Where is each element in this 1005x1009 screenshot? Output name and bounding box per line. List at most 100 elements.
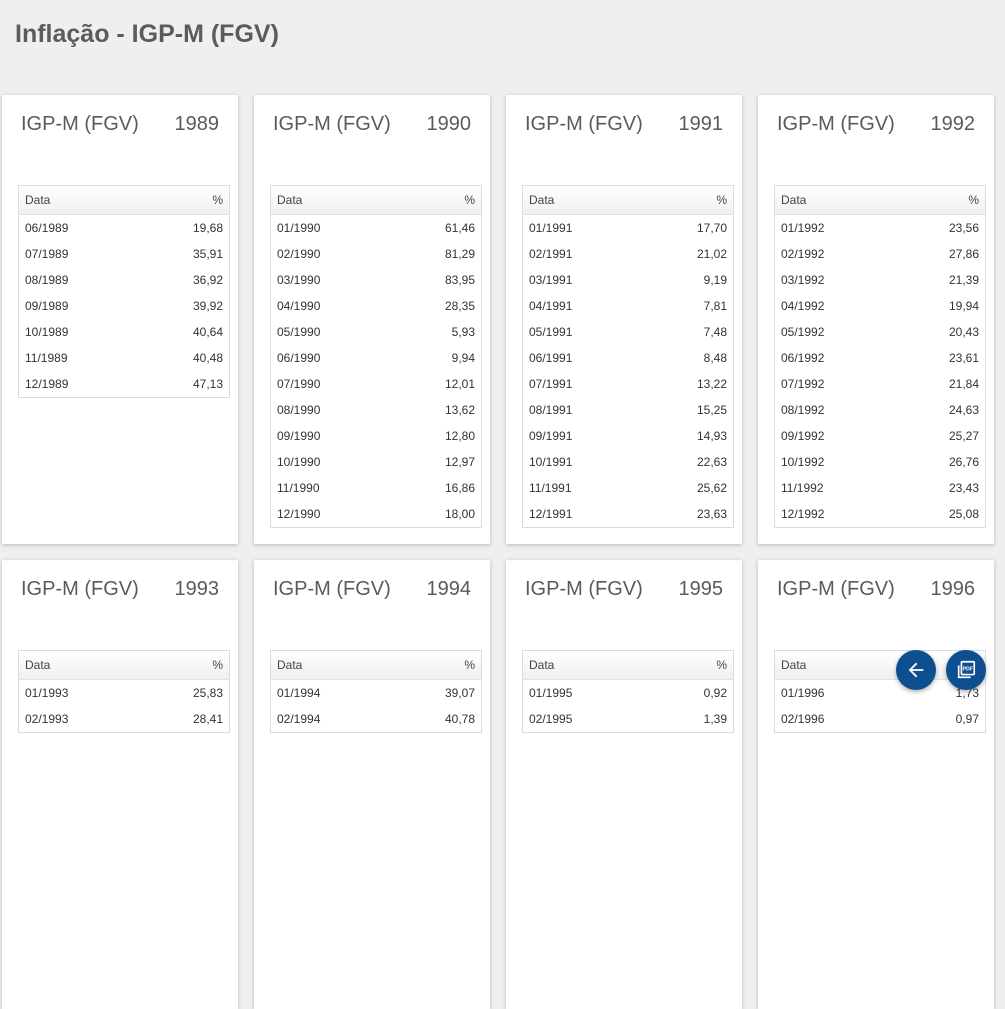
pdf-icon-label: PDF (963, 666, 973, 672)
table-row: 08/1991 15,25 (523, 397, 733, 423)
column-header-percent[interactable]: % (464, 193, 475, 207)
table-row: 02/1995 1,39 (523, 706, 733, 732)
table-row: 12/1991 23,63 (523, 501, 733, 527)
table-row: 07/1992 21,84 (775, 371, 985, 397)
monthly-table: Data% 01/1990 61,46 02/1990 81,29 03/1990 83,9… (270, 185, 482, 528)
card-index-label: IGP-M (FGV) (777, 578, 895, 600)
monthly-table: Data% 06/1989 19,68 07/1989 35,91 08/1989 36,9… (18, 185, 230, 398)
table-row: 01/1991 17,70 (523, 215, 733, 241)
row-date: 11/1991 (529, 481, 572, 495)
row-percent: 15,25 (696, 403, 727, 417)
column-header-percent[interactable]: % (212, 658, 223, 672)
card-header: IGP-M (FGV) 1990 (273, 113, 471, 136)
row-date: 11/1989 (25, 351, 68, 365)
table-header: Data% (523, 186, 733, 215)
column-header-percent[interactable]: % (716, 658, 727, 672)
table-row: 11/1991 25,62 (523, 475, 733, 501)
table-row: 06/1989 19,68 (19, 215, 229, 241)
card-year: 1990 (426, 113, 472, 135)
card-year: 1991 (678, 113, 724, 135)
table-row: 02/1996 0,97 (775, 706, 985, 732)
row-percent: 28,41 (192, 712, 223, 726)
table-header: Data% (271, 186, 481, 215)
year-card-1994: IGP-M (FGV) 1994 Data% 01/1994 39,07 02/1994 4… (254, 560, 490, 1009)
row-date: 02/1993 (25, 712, 69, 726)
column-header-date[interactable]: Data (25, 658, 51, 672)
column-header-date[interactable]: Data (277, 193, 303, 207)
table-header: Data% (19, 651, 229, 680)
row-date: 02/1995 (529, 712, 573, 726)
row-date: 09/1992 (781, 429, 825, 443)
row-date: 11/1992 (781, 481, 824, 495)
table-row: 05/1992 20,43 (775, 319, 985, 345)
row-percent: 18,00 (444, 507, 475, 521)
row-date: 09/1990 (277, 429, 321, 443)
row-date: 10/1989 (25, 325, 69, 339)
column-header-date[interactable]: Data (529, 658, 555, 672)
card-header: IGP-M (FGV) 1994 (273, 578, 471, 601)
card-year: 1993 (174, 578, 220, 600)
row-percent: 8,48 (703, 351, 727, 365)
table-row: 08/1989 36,92 (19, 267, 229, 293)
row-date: 04/1990 (277, 299, 321, 313)
row-percent: 40,64 (192, 325, 223, 339)
card-year: 1995 (678, 578, 724, 600)
row-percent: 21,84 (948, 377, 979, 391)
column-header-percent[interactable]: % (716, 193, 727, 207)
monthly-table: Data% 01/1992 23,56 02/1992 27,86 03/1992 21,3… (774, 185, 986, 528)
year-card-1989: IGP-M (FGV) 1989 Data% 06/1989 19,68 07/1989 3… (2, 95, 238, 544)
table-row: 09/1989 39,92 (19, 293, 229, 319)
table-row: 10/1991 22,63 (523, 449, 733, 475)
row-percent: 9,19 (703, 273, 727, 287)
table-row: 10/1992 26,76 (775, 449, 985, 475)
row-date: 06/1990 (277, 351, 321, 365)
row-percent: 13,62 (444, 403, 475, 417)
row-date: 12/1989 (25, 377, 69, 391)
card-index-label: IGP-M (FGV) (273, 578, 391, 600)
row-percent: 19,94 (948, 299, 979, 313)
table-header: Data% (271, 651, 481, 680)
back-button[interactable] (896, 650, 936, 690)
pdf-export-button[interactable]: PDF (946, 650, 986, 690)
row-date: 07/1991 (529, 377, 573, 391)
table-row: 01/1993 25,83 (19, 680, 229, 706)
column-header-percent[interactable]: % (212, 193, 223, 207)
row-date: 05/1991 (529, 325, 573, 339)
row-date: 01/1992 (781, 221, 825, 235)
card-year: 1994 (426, 578, 472, 600)
row-percent: 1,39 (703, 712, 727, 726)
monthly-table: Data% 01/1994 39,07 02/1994 40,78 (270, 650, 482, 733)
table-header: Data% (19, 186, 229, 215)
row-date: 11/1990 (277, 481, 320, 495)
table-row: 09/1992 25,27 (775, 423, 985, 449)
column-header-date[interactable]: Data (781, 193, 807, 207)
table-row: 12/1989 47,13 (19, 371, 229, 397)
column-header-date[interactable]: Data (277, 658, 303, 672)
card-header: IGP-M (FGV) 1996 (777, 578, 975, 601)
card-index-label: IGP-M (FGV) (525, 113, 643, 135)
row-date: 01/1991 (529, 221, 573, 235)
column-header-date[interactable]: Data (529, 193, 555, 207)
row-date: 08/1991 (529, 403, 573, 417)
column-header-date[interactable]: Data (781, 658, 807, 672)
column-header-date[interactable]: Data (25, 193, 51, 207)
column-header-percent[interactable]: % (464, 658, 475, 672)
column-header-percent[interactable]: % (968, 193, 979, 207)
table-row: 08/1990 13,62 (271, 397, 481, 423)
table-row: 06/1992 23,61 (775, 345, 985, 371)
monthly-table: Data% 01/1991 17,70 02/1991 21,02 03/1991 9,19… (522, 185, 734, 528)
table-row: 06/1990 9,94 (271, 345, 481, 371)
row-percent: 21,02 (696, 247, 727, 261)
card-header: IGP-M (FGV) 1992 (777, 113, 975, 136)
row-percent: 9,94 (451, 351, 475, 365)
page-title: Inflação - IGP-M (FGV) (15, 20, 279, 48)
row-percent: 22,63 (696, 455, 727, 469)
row-date: 06/1991 (529, 351, 573, 365)
card-year: 1992 (930, 113, 976, 135)
table-row: 02/1994 40,78 (271, 706, 481, 732)
year-card-1992: IGP-M (FGV) 1992 Data% 01/1992 23,56 02/1992 2… (758, 95, 994, 544)
row-percent: 25,27 (948, 429, 979, 443)
row-percent: 27,86 (948, 247, 979, 261)
card-year: 1996 (930, 578, 976, 600)
card-year: 1989 (174, 113, 220, 135)
